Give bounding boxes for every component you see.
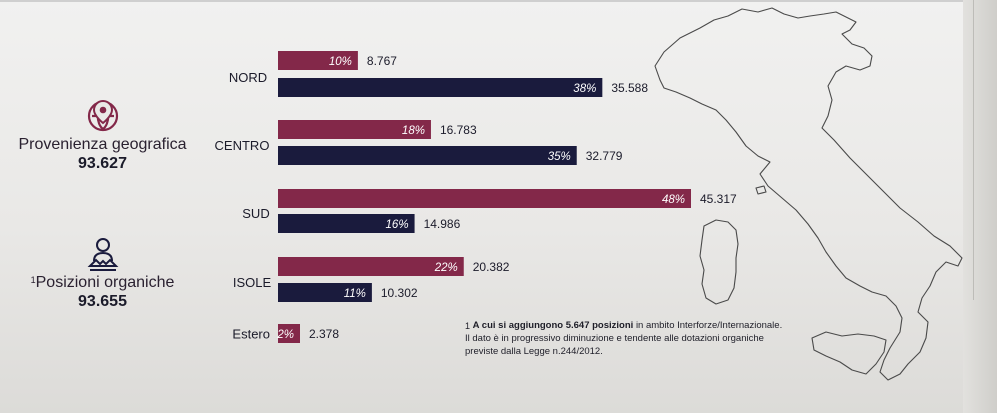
footnote-bold: A cui si aggiungono 5.647 posizioni	[472, 320, 634, 331]
bar-geo-estero	[278, 324, 300, 343]
bar-percent-org-centro: 35%	[548, 151, 571, 163]
bar-value-geo-estero: 2.378	[309, 327, 339, 341]
footnote-line-2: Il dato è in progressivo diminuzione e t…	[465, 333, 764, 344]
bar-value-org-isole: 10.302	[381, 286, 418, 300]
bar-percent-geo-centro: 18%	[402, 125, 425, 137]
bar-percent-org-isole: 11%	[344, 288, 366, 300]
footnote-mark: 1	[465, 321, 471, 331]
bar-percent-geo-estero: 2%	[276, 329, 294, 341]
org-summary-label-text: Posizioni organiche	[35, 274, 175, 291]
bar-percent-geo-sud: 48%	[662, 194, 685, 206]
bar-percent-org-sud: 16%	[386, 219, 409, 231]
geo-summary-label: Provenienza geografica	[18, 136, 187, 153]
bar-percent-org-nord: 38%	[573, 83, 596, 95]
bar-org-isole	[278, 283, 372, 302]
bar-geo-centro	[278, 120, 431, 139]
bar-value-org-centro: 32.779	[586, 149, 623, 163]
bar-org-sud	[278, 214, 415, 233]
geo-summary: Provenienza geografica 93.627	[0, 98, 205, 173]
org-summary-value: 93.655	[78, 293, 127, 310]
bar-geo-sud	[278, 189, 691, 208]
bar-geo-nord	[278, 51, 358, 70]
category-label-estero: Estero	[232, 327, 270, 342]
top-divider	[0, 0, 997, 2]
footnote-line-3: previste dalla Legge n.244/2012.	[465, 346, 603, 357]
bar-value-geo-isole: 20.382	[473, 260, 510, 274]
bar-value-org-sud: 14.986	[424, 217, 461, 231]
category-label-sud: SUD	[242, 206, 269, 221]
bar-value-geo-centro: 16.783	[440, 123, 477, 137]
person-icon	[87, 238, 118, 271]
globe-pin-icon	[87, 99, 118, 132]
bar-org-centro	[278, 146, 577, 165]
category-label-nord: NORD	[229, 70, 267, 85]
elba-outline	[755, 185, 767, 195]
sardinia-outline	[699, 219, 739, 305]
bar-value-geo-sud: 45.317	[700, 192, 737, 206]
italy-mainland-outline	[654, 7, 963, 381]
bar-percent-geo-nord: 10%	[329, 56, 352, 68]
category-label-isole: ISOLE	[233, 275, 272, 290]
geo-summary-value: 93.627	[78, 155, 127, 172]
footnote-text-1: in ambito Interforze/Internazionale.	[635, 320, 783, 331]
page-edge	[963, 0, 997, 413]
bar-value-geo-nord: 8.767	[367, 54, 397, 68]
org-summary: 1Posizioni organiche 93.655	[0, 236, 205, 311]
bar-org-nord	[278, 78, 603, 97]
category-label-centro: CENTRO	[215, 138, 270, 153]
org-footnote-mark: 1	[30, 275, 36, 285]
org-summary-label: 1Posizioni organiche	[0, 274, 205, 292]
bar-value-org-nord: 35.588	[611, 81, 648, 95]
footnote-line-1: 1 A cui si aggiungono 5.647 posizioni in…	[465, 319, 825, 332]
sicily-outline	[811, 331, 887, 375]
bar-geo-isole	[278, 257, 464, 276]
footnote: 1 A cui si aggiungono 5.647 posizioni in…	[465, 319, 825, 358]
bar-percent-geo-isole: 22%	[434, 262, 458, 274]
